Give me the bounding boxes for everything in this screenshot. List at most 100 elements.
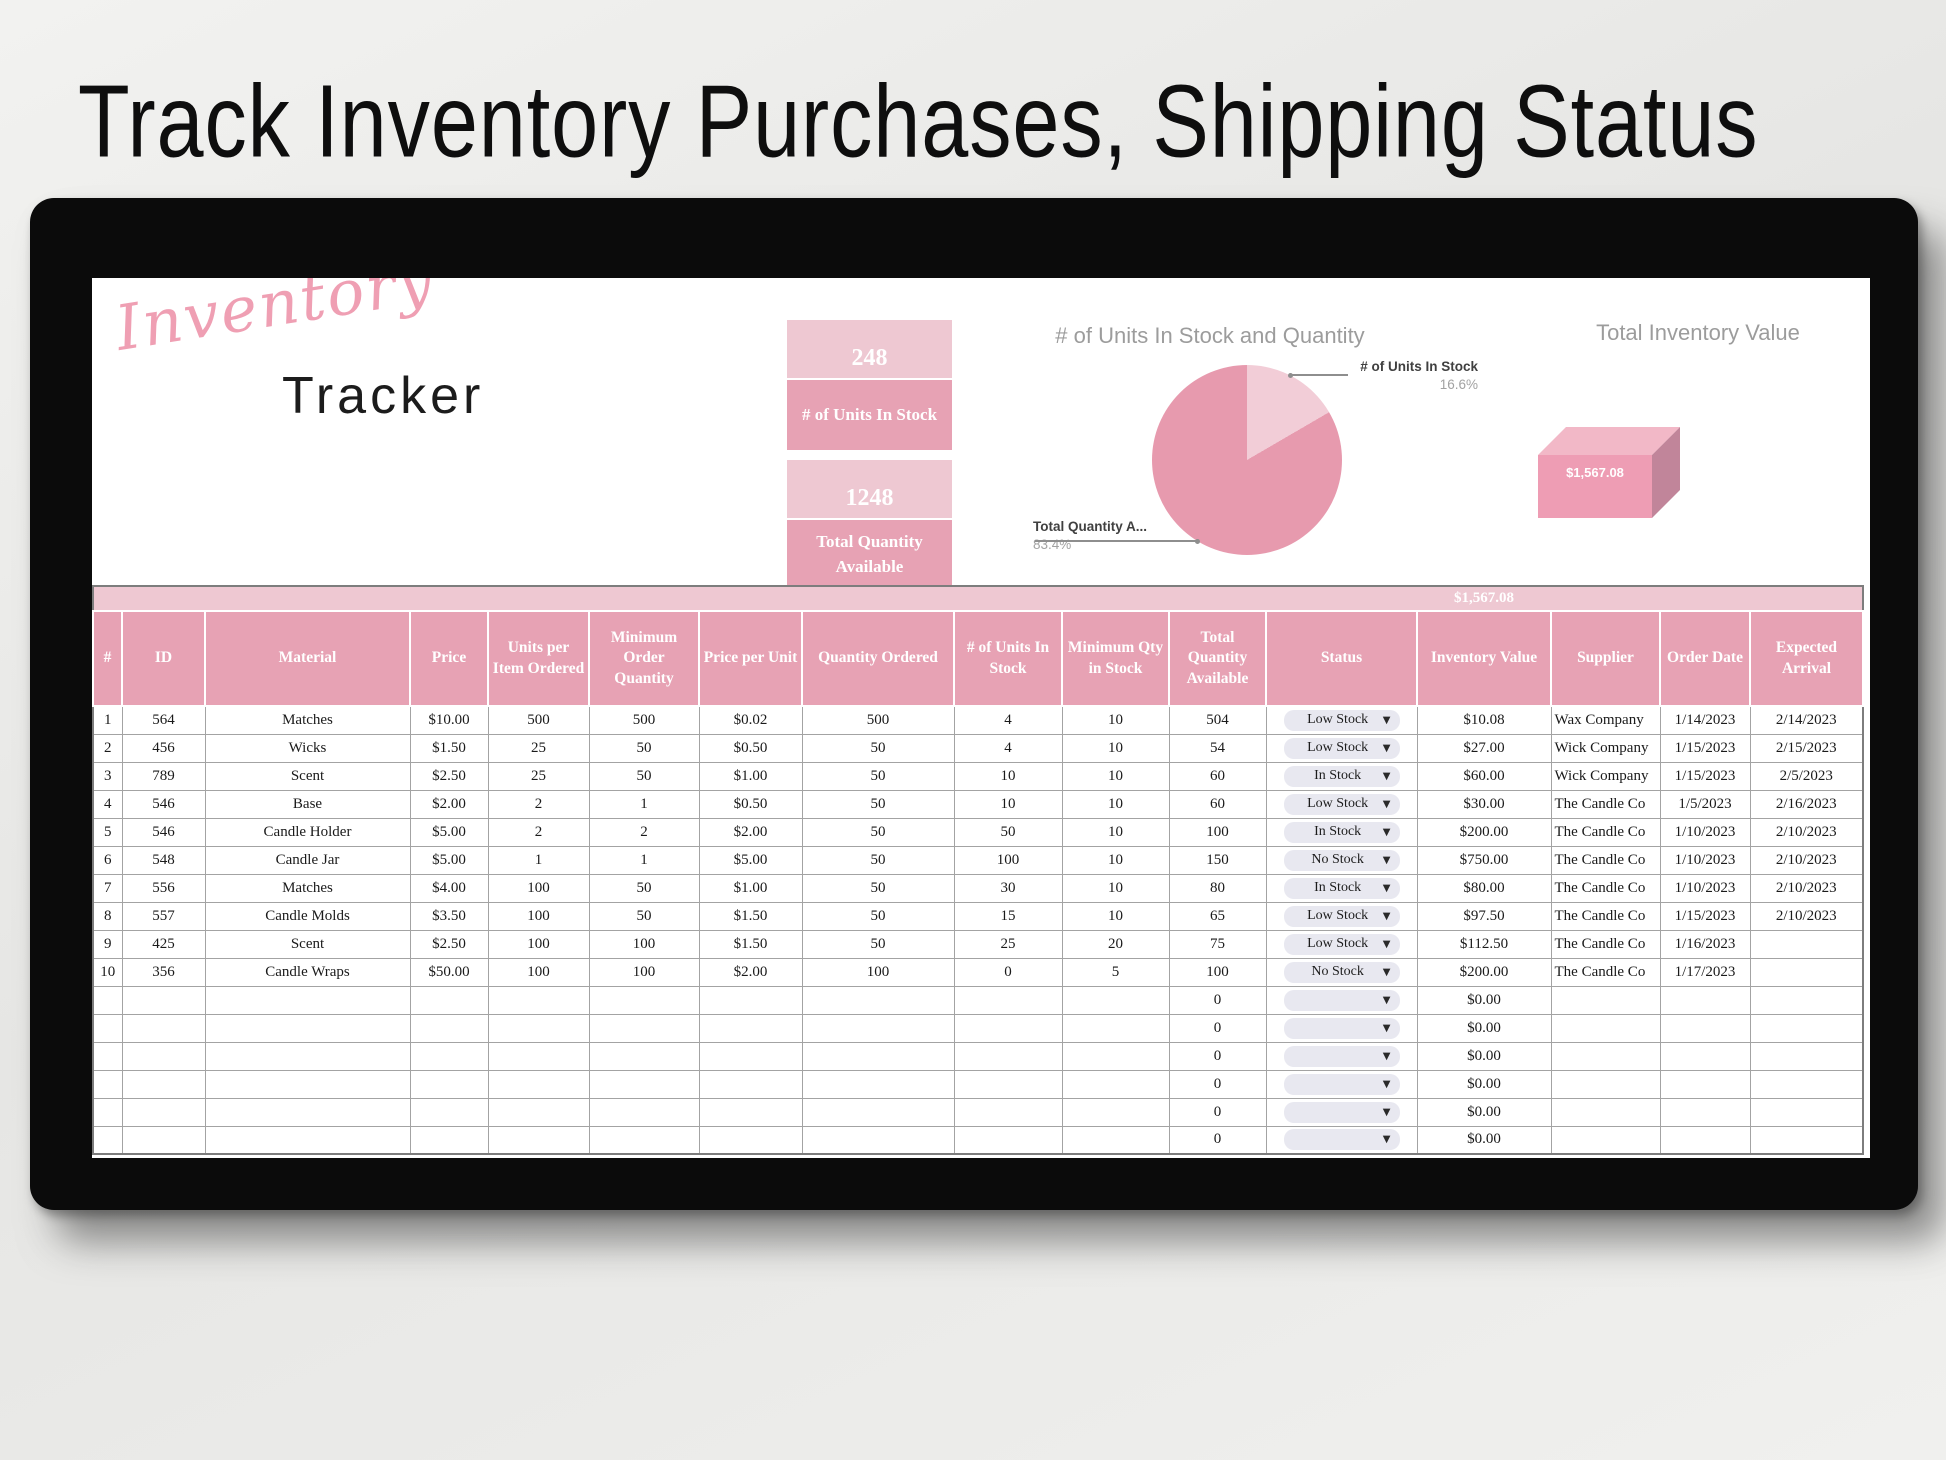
cell-min-qty-in-stock[interactable]: 10 xyxy=(1061,789,1170,819)
cell-price[interactable] xyxy=(409,985,489,1015)
cell-order-date[interactable] xyxy=(1659,1069,1751,1099)
cell-min-qty-in-stock[interactable] xyxy=(1061,1013,1170,1043)
cell-price-per-unit[interactable] xyxy=(698,1013,803,1043)
cell-qty-ordered[interactable] xyxy=(801,1125,955,1155)
cell-units-in-stock[interactable] xyxy=(953,1041,1063,1071)
cell-min-qty-in-stock[interactable]: 10 xyxy=(1061,901,1170,931)
cell-supplier[interactable] xyxy=(1550,985,1661,1015)
cell-min-qty-in-stock[interactable]: 10 xyxy=(1061,845,1170,875)
cell-expected-arrival[interactable] xyxy=(1749,1097,1864,1127)
cell-order-date[interactable]: 1/15/2023 xyxy=(1659,901,1751,931)
cell-price[interactable] xyxy=(409,1041,489,1071)
cell-order-date[interactable] xyxy=(1659,985,1751,1015)
cell-qty-ordered[interactable]: 50 xyxy=(801,929,955,959)
cell-id[interactable]: 356 xyxy=(121,957,206,987)
cell-material[interactable]: Scent xyxy=(204,761,411,791)
status-dropdown[interactable]: ▼ xyxy=(1283,1045,1400,1067)
cell-qty-ordered[interactable] xyxy=(801,1013,955,1043)
cell-price-per-unit[interactable] xyxy=(698,1125,803,1155)
cell-min-qty-in-stock[interactable]: 10 xyxy=(1061,733,1170,763)
cell-price[interactable]: $2.00 xyxy=(409,789,489,819)
cell-units-in-stock[interactable]: 25 xyxy=(953,929,1063,959)
cell-price[interactable]: $5.00 xyxy=(409,817,489,847)
cell-min-order-qty[interactable]: 100 xyxy=(588,929,700,959)
status-dropdown[interactable]: Low Stock ▼ xyxy=(1283,793,1400,815)
cell-id[interactable]: 557 xyxy=(121,901,206,931)
cell-price[interactable] xyxy=(409,1125,489,1155)
cell-units-per-item[interactable] xyxy=(487,985,590,1015)
cell-supplier[interactable] xyxy=(1550,1097,1661,1127)
cell-id[interactable]: 546 xyxy=(121,817,206,847)
cell-units-in-stock[interactable]: 10 xyxy=(953,789,1063,819)
cell-units-per-item[interactable]: 2 xyxy=(487,817,590,847)
cell-id[interactable]: 564 xyxy=(121,705,206,735)
cell-qty-ordered[interactable]: 50 xyxy=(801,873,955,903)
cell-units-in-stock[interactable] xyxy=(953,1125,1063,1155)
cell-material[interactable]: Wicks xyxy=(204,733,411,763)
cell-expected-arrival[interactable] xyxy=(1749,957,1864,987)
cell-supplier[interactable] xyxy=(1550,1013,1661,1043)
cell-supplier[interactable] xyxy=(1550,1041,1661,1071)
cell-price-per-unit[interactable] xyxy=(698,1097,803,1127)
cell-units-per-item[interactable]: 500 xyxy=(487,705,590,735)
cell-order-date[interactable]: 1/17/2023 xyxy=(1659,957,1751,987)
cell-id[interactable] xyxy=(121,1041,206,1071)
status-dropdown[interactable]: Low Stock ▼ xyxy=(1283,905,1400,927)
cell-supplier[interactable]: Wax Company xyxy=(1550,705,1661,735)
cell-id[interactable]: 546 xyxy=(121,789,206,819)
cell-qty-ordered[interactable] xyxy=(801,1041,955,1071)
cell-material[interactable] xyxy=(204,985,411,1015)
cell-material[interactable]: Candle Molds xyxy=(204,901,411,931)
cell-order-date[interactable] xyxy=(1659,1125,1751,1155)
cell-price-per-unit[interactable]: $2.00 xyxy=(698,957,803,987)
cell-price[interactable]: $5.00 xyxy=(409,845,489,875)
cell-units-in-stock[interactable]: 50 xyxy=(953,817,1063,847)
cell-qty-ordered[interactable]: 100 xyxy=(801,957,955,987)
cell-units-per-item[interactable]: 100 xyxy=(487,873,590,903)
cell-units-in-stock[interactable]: 30 xyxy=(953,873,1063,903)
cell-units-in-stock[interactable] xyxy=(953,985,1063,1015)
cell-min-qty-in-stock[interactable]: 10 xyxy=(1061,761,1170,791)
cell-price[interactable] xyxy=(409,1069,489,1099)
cell-min-order-qty[interactable]: 50 xyxy=(588,901,700,931)
cell-supplier[interactable]: The Candle Co xyxy=(1550,817,1661,847)
cell-id[interactable] xyxy=(121,1013,206,1043)
cell-expected-arrival[interactable] xyxy=(1749,1013,1864,1043)
cell-price[interactable]: $1.50 xyxy=(409,733,489,763)
cell-expected-arrival[interactable] xyxy=(1749,1069,1864,1099)
cell-units-in-stock[interactable]: 4 xyxy=(953,705,1063,735)
cell-price[interactable]: $50.00 xyxy=(409,957,489,987)
cell-id[interactable]: 789 xyxy=(121,761,206,791)
cell-min-order-qty[interactable]: 100 xyxy=(588,957,700,987)
cell-min-qty-in-stock[interactable]: 10 xyxy=(1061,873,1170,903)
cell-order-date[interactable] xyxy=(1659,1041,1751,1071)
cell-min-order-qty[interactable]: 2 xyxy=(588,817,700,847)
status-dropdown[interactable]: ▼ xyxy=(1283,1129,1400,1151)
cell-expected-arrival[interactable]: 2/10/2023 xyxy=(1749,817,1864,847)
status-dropdown[interactable]: In Stock ▼ xyxy=(1283,877,1400,899)
status-dropdown[interactable]: Low Stock ▼ xyxy=(1283,709,1400,731)
cell-units-per-item[interactable] xyxy=(487,1069,590,1099)
cell-supplier[interactable]: The Candle Co xyxy=(1550,789,1661,819)
status-dropdown[interactable]: No Stock ▼ xyxy=(1283,961,1400,983)
cell-material[interactable] xyxy=(204,1013,411,1043)
cell-supplier[interactable] xyxy=(1550,1069,1661,1099)
cell-material[interactable] xyxy=(204,1097,411,1127)
cell-price[interactable]: $3.50 xyxy=(409,901,489,931)
status-dropdown[interactable]: ▼ xyxy=(1283,1101,1400,1123)
cell-material[interactable] xyxy=(204,1069,411,1099)
cell-min-order-qty[interactable]: 500 xyxy=(588,705,700,735)
cell-min-qty-in-stock[interactable] xyxy=(1061,1041,1170,1071)
cell-material[interactable]: Matches xyxy=(204,873,411,903)
cell-price[interactable]: $2.50 xyxy=(409,761,489,791)
cell-supplier[interactable]: Wick Company xyxy=(1550,761,1661,791)
cell-price-per-unit[interactable]: $5.00 xyxy=(698,845,803,875)
cell-order-date[interactable]: 1/10/2023 xyxy=(1659,845,1751,875)
cell-price-per-unit[interactable]: $1.00 xyxy=(698,761,803,791)
cell-id[interactable]: 456 xyxy=(121,733,206,763)
cell-price-per-unit[interactable]: $1.00 xyxy=(698,873,803,903)
cell-min-qty-in-stock[interactable] xyxy=(1061,1069,1170,1099)
cell-material[interactable] xyxy=(204,1125,411,1155)
cell-price-per-unit[interactable]: $1.50 xyxy=(698,929,803,959)
cell-supplier[interactable]: The Candle Co xyxy=(1550,845,1661,875)
